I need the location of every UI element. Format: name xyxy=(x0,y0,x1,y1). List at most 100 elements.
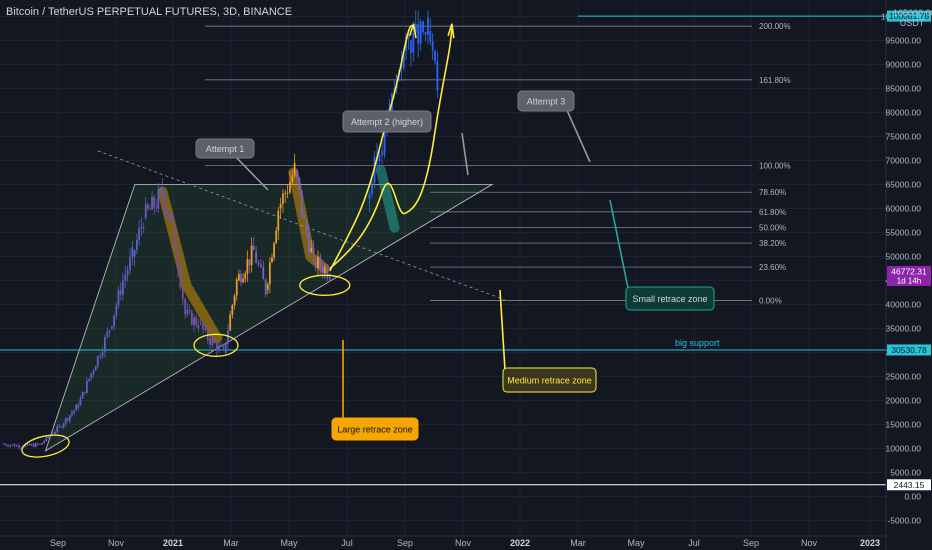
candle-body xyxy=(155,207,158,209)
candle-body xyxy=(303,214,305,218)
candle-body xyxy=(30,444,33,446)
small-zone-connector xyxy=(609,199,629,289)
medium-retrace-callout: Medium retrace zone xyxy=(502,367,597,393)
candle-body xyxy=(277,210,280,231)
small-retrace-band xyxy=(375,165,400,233)
candle-body xyxy=(131,247,134,258)
fib-level-label: 61.80% xyxy=(759,208,786,217)
price-axis-unit: 105000.00 USDT xyxy=(893,8,932,28)
projected-candle-body xyxy=(434,50,436,62)
fib-level-label: 23.60% xyxy=(759,263,786,272)
candle-body xyxy=(71,412,73,416)
candle-body xyxy=(83,391,86,393)
candle-body xyxy=(66,418,69,421)
candle-body xyxy=(186,310,189,315)
projected-candle-body xyxy=(424,32,427,35)
price-tick-label: 25000.00 xyxy=(886,372,922,382)
candle-body xyxy=(193,317,195,325)
candle-body xyxy=(92,370,95,374)
candle-body xyxy=(94,366,97,371)
candle-body xyxy=(321,267,324,274)
dashed-trendline xyxy=(97,150,505,301)
fib-level-label: 78.60% xyxy=(759,188,786,197)
attempt3-callout-box xyxy=(517,90,575,112)
candle-body xyxy=(41,442,43,445)
attempt1-callout-text: Attempt 1 xyxy=(206,144,245,154)
fib-level-label: 200.00% xyxy=(759,22,791,31)
ascending-triangle-zone xyxy=(44,184,494,452)
candle-body xyxy=(244,273,247,279)
candle-body xyxy=(24,445,27,448)
candle-body xyxy=(113,315,115,327)
candle-body xyxy=(159,188,162,190)
candle-body xyxy=(142,226,145,229)
candle-body xyxy=(81,391,84,399)
candle-body xyxy=(49,435,52,437)
price-tick-label: 65000.00 xyxy=(886,180,922,190)
candle-body xyxy=(15,445,18,447)
time-axis-label: Nov xyxy=(801,538,818,548)
candle-body xyxy=(310,247,313,252)
candle-body xyxy=(307,232,310,252)
chart-title: Bitcoin / TetherUS PERPETUAL FUTURES, 3D… xyxy=(6,6,293,18)
candle-body xyxy=(298,177,301,191)
candle-body xyxy=(47,436,50,438)
candle-body xyxy=(235,279,238,296)
candle-body xyxy=(266,284,269,291)
candle-body xyxy=(62,423,65,428)
candle-body xyxy=(146,204,149,209)
candle-body xyxy=(209,338,211,345)
candle-body xyxy=(252,245,255,251)
candle-body xyxy=(264,279,267,295)
price-badge-sublabel: 1d 14h xyxy=(897,276,921,285)
large-retrace-callout-text: Large retrace zone xyxy=(337,425,413,435)
candle-body xyxy=(328,277,331,280)
small-retrace-callout: Small retrace zone xyxy=(625,286,715,311)
candle-body xyxy=(224,343,227,353)
candle-body xyxy=(257,262,260,265)
candle-body xyxy=(60,426,63,428)
attempt3-callout-text: Attempt 3 xyxy=(527,97,566,107)
price-badge-bg xyxy=(887,479,931,491)
candle-body xyxy=(305,222,308,233)
candle-body xyxy=(149,208,151,210)
projected-candle-body xyxy=(419,21,422,44)
medium-zone-connector xyxy=(499,289,506,371)
projected-candle-body xyxy=(414,24,417,33)
candle-body xyxy=(188,310,191,311)
candle-body xyxy=(117,290,120,306)
candle-body xyxy=(45,436,48,442)
candle-body xyxy=(104,337,106,352)
projected-candle-body xyxy=(383,121,386,156)
time-axis-label: Jul xyxy=(341,538,353,548)
time-axis-label: Mar xyxy=(223,538,239,548)
arrowhead-2 xyxy=(447,23,455,39)
projected-candle-body xyxy=(402,50,405,68)
candle-body xyxy=(279,203,282,209)
price-tick-label: 15000.00 xyxy=(886,420,922,430)
price-tick-label: 80000.00 xyxy=(886,108,922,118)
candle-body xyxy=(124,275,127,281)
candle-body xyxy=(135,240,138,251)
time-axis-label: Nov xyxy=(108,538,125,548)
grid-lines xyxy=(0,0,886,536)
medium-retrace-callout-box xyxy=(502,367,597,393)
projection-curve-2 xyxy=(329,28,453,270)
fib-level-label: 38.20% xyxy=(759,239,786,248)
attempt2-callout: Attempt 2 (higher) xyxy=(342,110,432,133)
candle-body xyxy=(206,328,209,341)
candle-body xyxy=(255,251,258,263)
candle-body xyxy=(317,256,319,268)
projected-candle-body xyxy=(412,32,415,53)
candle-body xyxy=(218,345,220,351)
price-badge-label: 30530.78 xyxy=(891,345,927,355)
candle-body xyxy=(2,443,5,445)
candle-body xyxy=(144,204,147,219)
large-retrace-callout: Large retrace zone xyxy=(331,417,419,441)
projected-candle-body xyxy=(371,183,373,195)
candle-body xyxy=(271,257,273,263)
price-tick-label: 50000.00 xyxy=(886,252,922,262)
price-axis-top-label: 105000.00 xyxy=(893,8,932,18)
attempt2-connector xyxy=(461,132,469,176)
